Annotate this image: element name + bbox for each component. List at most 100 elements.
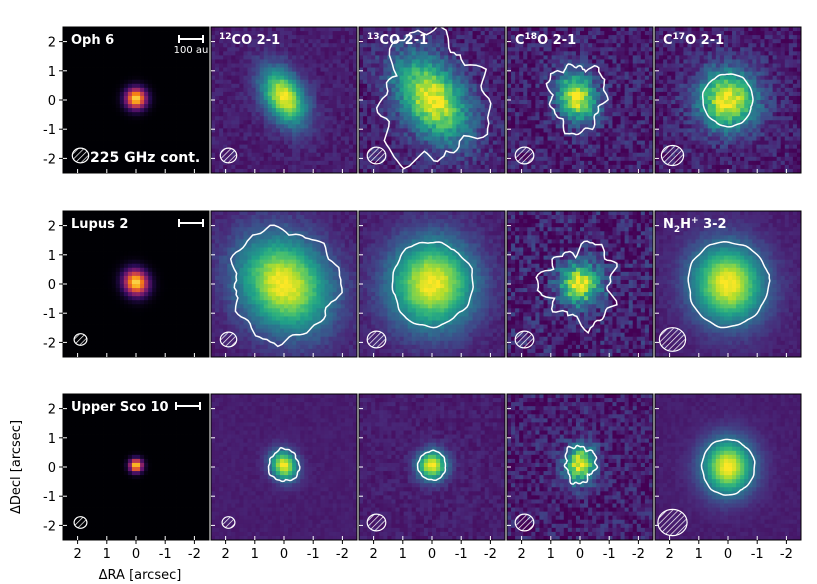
y-axis-label: ΔDecl [arcsec] (9, 420, 24, 514)
x-tick-label: -2 (780, 547, 793, 562)
x-tick-label: 1 (695, 547, 703, 562)
beam-ellipse (219, 331, 238, 348)
panel-0-2: 13CO 2-1 (358, 26, 506, 174)
contour-line (563, 444, 599, 485)
y-tick-label: 2 (48, 220, 56, 235)
panel-1-2 (358, 210, 506, 358)
y-tick-label: 0 (48, 94, 56, 109)
beam-ellipse (658, 327, 687, 352)
panel-0-4: C17O 2-1 (654, 26, 802, 174)
emission-map (211, 394, 357, 540)
x-axis-label: ΔRA [arcsec] (99, 568, 182, 583)
x-tick-label: -2 (188, 547, 201, 562)
panel-1-0: Lupus 2 (62, 210, 210, 358)
panel-1-3 (506, 210, 654, 358)
x-tick-label: 1 (399, 547, 407, 562)
y-tick-label: 0 (48, 461, 56, 476)
emission-map (359, 394, 505, 540)
x-tick-label: 0 (724, 547, 732, 562)
x-tick-label: 2 (73, 547, 81, 562)
emission-map (507, 27, 653, 173)
emission-map (655, 211, 801, 357)
x-tick-label: -1 (455, 547, 468, 562)
panel-2-1 (210, 393, 358, 541)
emission-map (63, 27, 209, 173)
line-label: 13CO 2-1 (367, 32, 428, 48)
contour-line (391, 241, 474, 329)
x-tick-label: -2 (484, 547, 497, 562)
axes-layer: 2 1 0 -1 -2 2 1 0 -1 -2 2 1 0 -1 -2 2 1 0 -1 -2 2 1 0 -1 -2 2 1 0 -1… (43, 36, 793, 562)
y-tick-label: -2 (43, 519, 56, 534)
panel-2-2 (358, 393, 506, 541)
panel-0-0: Oph 6 100 au 225 GHz cont. (62, 26, 210, 174)
y-tick-label: 1 (48, 249, 56, 264)
y-tick-label: -1 (43, 490, 56, 505)
y-tick-label: 2 (48, 36, 56, 51)
x-tick-label: -1 (603, 547, 616, 562)
source-name: Oph 6 (71, 33, 114, 48)
beam-ellipse (514, 146, 535, 165)
panel-2-3 (506, 393, 654, 541)
x-tick-label: 2 (665, 547, 673, 562)
x-tick-label: -1 (159, 547, 172, 562)
x-tick-label: -1 (751, 547, 764, 562)
x-tick-label: -1 (307, 547, 320, 562)
panels-layer: Oph 6 100 au 225 GHz cont. 12CO 2-1 13CO 2-1… (62, 26, 802, 541)
y-tick-label: -1 (43, 307, 56, 322)
scale-bar-label: 100 au (174, 45, 209, 56)
panel-2-0: Upper Sco 10 (62, 393, 210, 541)
emission-map (507, 394, 653, 540)
line-label: C18O 2-1 (515, 32, 576, 48)
beam-ellipse (366, 513, 387, 532)
x-tick-label: 2 (221, 547, 229, 562)
panel-2-4 (654, 393, 802, 541)
x-tick-label: 1 (547, 547, 555, 562)
y-tick-label: 1 (48, 432, 56, 447)
beam-ellipse (514, 513, 535, 532)
beam-ellipse (73, 333, 88, 346)
contour-line (416, 449, 447, 482)
line-label: 12CO 2-1 (219, 32, 280, 48)
beam-ellipse (514, 330, 535, 349)
contour-line (375, 27, 492, 170)
y-tick-label: 0 (48, 278, 56, 293)
panel-0-3: C18O 2-1 (506, 26, 654, 174)
beam-ellipse (221, 516, 236, 529)
y-tick-label: -2 (43, 336, 56, 351)
x-tick-label: -2 (336, 547, 349, 562)
contour-line (535, 240, 618, 335)
beam-ellipse (660, 144, 685, 167)
x-tick-label: 0 (280, 547, 288, 562)
beam-ellipse (219, 147, 238, 164)
panel-1-4: N2H+ 3-2 (654, 210, 802, 358)
x-tick-label: 0 (132, 547, 140, 562)
source-name: Lupus 2 (71, 217, 128, 232)
emission-map (63, 394, 209, 540)
line-label: C17O 2-1 (663, 32, 724, 48)
y-tick-label: 2 (48, 403, 56, 418)
x-tick-label: 1 (251, 547, 259, 562)
x-tick-label: 2 (517, 547, 525, 562)
beam-ellipse (366, 330, 387, 349)
x-tick-label: 1 (103, 547, 111, 562)
y-tick-label: -1 (43, 123, 56, 138)
contour-line (687, 241, 771, 329)
x-tick-label: 2 (369, 547, 377, 562)
emission-map (211, 27, 357, 173)
y-tick-label: -2 (43, 152, 56, 167)
panel-1-1 (210, 210, 358, 358)
x-tick-label: -2 (632, 547, 645, 562)
x-tick-label: 0 (428, 547, 436, 562)
contour-line (700, 438, 756, 496)
y-tick-label: 1 (48, 65, 56, 80)
contour-line (701, 73, 754, 128)
emission-map (359, 211, 505, 357)
contour-line (229, 224, 343, 348)
contour-line (267, 446, 301, 483)
beam-ellipse (73, 516, 88, 529)
continuum-label: 225 GHz cont. (90, 150, 200, 166)
x-tick-label: 0 (576, 547, 584, 562)
beam-ellipse (657, 508, 688, 537)
line-label: N2H+ 3-2 (663, 216, 727, 235)
